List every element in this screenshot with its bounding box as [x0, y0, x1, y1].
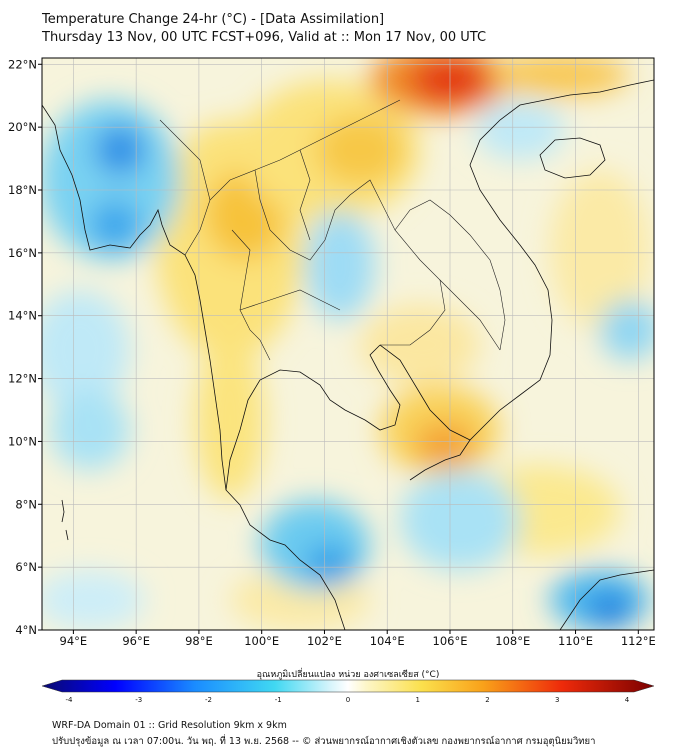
lat-tick-label: 22°N	[8, 57, 37, 71]
lon-tick-label: 94°E	[60, 634, 88, 648]
colorbar	[41, 679, 655, 693]
lon-tick-label: 98°E	[185, 634, 213, 648]
map-frame	[41, 57, 655, 631]
lon-tick-label: 112°E	[621, 634, 656, 648]
lon-tick-label: 104°E	[370, 634, 405, 648]
map-subtitle: Thursday 13 Nov, 00 UTC FCST+096, Valid …	[42, 30, 487, 45]
lon-tick-label: 106°E	[433, 634, 468, 648]
temperature-field	[42, 58, 654, 630]
footer-model-info: WRF-DA Domain 01 :: Grid Resolution 9km …	[52, 720, 287, 731]
lat-tick-label: 12°N	[8, 372, 37, 386]
lat-tick-label: 6°N	[15, 560, 37, 574]
colorbar-tick-label: -3	[135, 696, 142, 704]
colorbar-tick-label: 3	[555, 696, 559, 704]
colorbar-tick-label: 1	[416, 696, 420, 704]
colorbar-title: อุณหภูมิเปลี่ยนแปลง หน่วย องศาเซลเซียส (…	[257, 667, 440, 680]
lon-tick-label: 110°E	[558, 634, 593, 648]
lon-tick-label: 102°E	[307, 634, 342, 648]
footer-credit: ปรับปรุงข้อมูล ณ เวลา 07:00น. วัน พฤ. ที…	[52, 736, 596, 747]
colorbar-tick-label: -1	[275, 696, 282, 704]
lon-tick-label: 108°E	[495, 634, 530, 648]
colorbar-tick-label: -4	[66, 696, 74, 704]
coastlines	[42, 79, 654, 630]
country-borders	[159, 99, 506, 361]
colorbar-tick-label: -2	[205, 696, 212, 704]
lat-tick-label: 10°N	[8, 434, 37, 448]
lat-tick-label: 14°N	[8, 309, 37, 323]
colorbar-tick-label: 0	[346, 696, 350, 704]
longitude-axis: 94°E 96°E 98°E 100°E 102°E 104°E 106°E 108°E 110…	[60, 630, 656, 648]
colorbar-tick-label: 4	[625, 696, 630, 704]
colorbar-tick-label: 2	[485, 696, 489, 704]
lat-tick-label: 4°N	[15, 623, 37, 637]
lat-tick-label: 16°N	[8, 246, 37, 260]
colorbar-ticks: -4 -3 -2 -1 0 1 2 3 4	[66, 696, 630, 704]
map-title: Temperature Change 24-hr (°C) - [Data As…	[42, 12, 385, 27]
lat-tick-label: 20°N	[8, 120, 37, 134]
lat-tick-label: 8°N	[15, 497, 37, 511]
lon-tick-label: 96°E	[122, 634, 150, 648]
lon-tick-label: 100°E	[244, 634, 279, 648]
latitude-axis: 22°N 20°N 18°N 16°N 14°N 12°N 10°N 8°N 6°N 4°N	[8, 57, 42, 637]
lat-tick-label: 18°N	[8, 183, 37, 197]
